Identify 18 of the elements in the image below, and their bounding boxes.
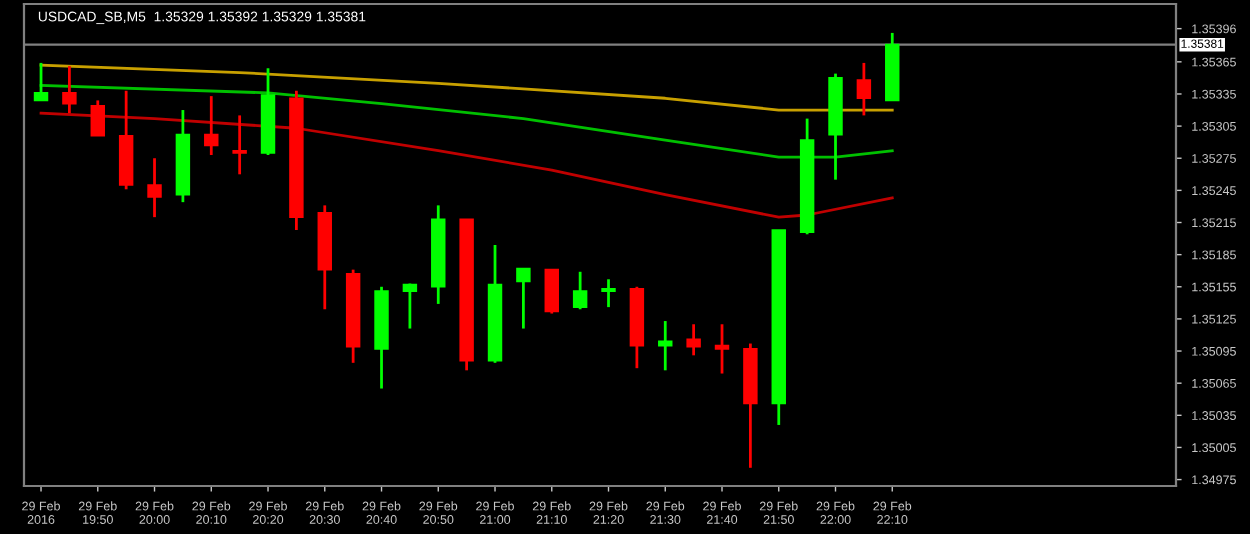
candlestick (601, 277, 616, 309)
candlestick (402, 282, 418, 330)
line-series (39, 111, 894, 219)
candlestick (544, 268, 559, 315)
candlestick (856, 61, 872, 117)
line-series (39, 84, 894, 159)
candlestick (516, 267, 531, 330)
candlestick (232, 114, 247, 176)
line-series (39, 63, 894, 112)
candlestick (204, 94, 219, 157)
candlestick (90, 99, 105, 138)
candlestick (686, 322, 701, 357)
candlestick (33, 61, 49, 102)
candlestick (62, 64, 77, 115)
candlestick (714, 322, 730, 375)
candlestick (572, 270, 588, 311)
candlestick (147, 156, 162, 219)
candlestick (658, 319, 673, 372)
